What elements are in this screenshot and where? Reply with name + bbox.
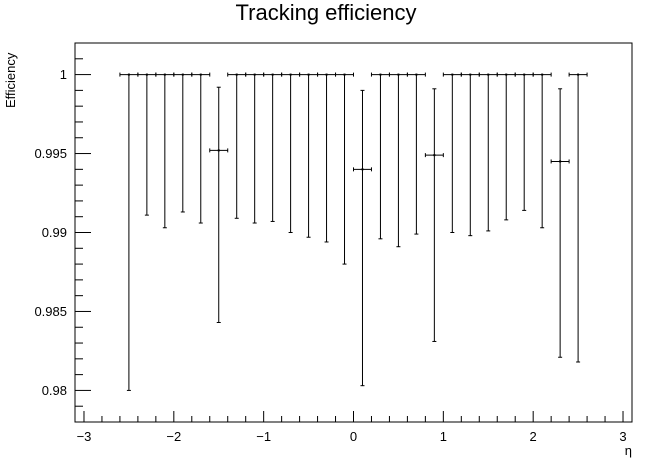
data-point bbox=[263, 72, 283, 222]
point-marker bbox=[577, 73, 580, 76]
point-marker bbox=[361, 168, 364, 171]
data-points bbox=[119, 72, 588, 391]
y-tick-label: 0.98 bbox=[42, 383, 67, 398]
x-axis-label: η bbox=[625, 443, 632, 458]
data-point bbox=[191, 72, 211, 224]
point-marker bbox=[559, 160, 562, 163]
data-point bbox=[335, 72, 354, 265]
point-marker bbox=[127, 73, 130, 76]
data-point bbox=[155, 72, 175, 229]
point-marker bbox=[235, 73, 238, 76]
x-tick-label: 0 bbox=[350, 429, 357, 444]
point-marker bbox=[325, 73, 328, 76]
data-point bbox=[353, 89, 372, 387]
data-point bbox=[245, 72, 265, 224]
data-point bbox=[460, 72, 480, 237]
data-point bbox=[209, 86, 229, 324]
data-point bbox=[299, 72, 319, 238]
point-marker bbox=[505, 73, 508, 76]
point-marker bbox=[469, 73, 472, 76]
data-point bbox=[514, 72, 534, 211]
point-marker bbox=[433, 154, 436, 157]
x-tick-label: 2 bbox=[530, 429, 537, 444]
data-point bbox=[388, 72, 408, 248]
data-point bbox=[478, 72, 498, 232]
x-tick-label: −1 bbox=[256, 429, 271, 444]
point-marker bbox=[289, 73, 292, 76]
data-point bbox=[406, 72, 426, 235]
point-marker bbox=[307, 73, 310, 76]
y-tick-label: 1 bbox=[60, 67, 67, 82]
data-point bbox=[317, 72, 337, 243]
x-tick-label: −2 bbox=[166, 429, 181, 444]
point-marker bbox=[199, 73, 202, 76]
y-tick-label: 0.985 bbox=[34, 304, 67, 319]
data-point bbox=[424, 88, 444, 342]
y-axis-label: Efficiency bbox=[3, 52, 18, 108]
x-axis: −3 −2 −1 0 1 2 3 bbox=[77, 411, 627, 444]
point-marker bbox=[343, 73, 346, 76]
point-marker bbox=[541, 73, 544, 76]
data-point bbox=[137, 72, 157, 216]
data-point bbox=[227, 72, 247, 219]
point-marker bbox=[145, 73, 148, 76]
y-tick-label: 0.995 bbox=[34, 146, 67, 161]
data-point bbox=[442, 72, 462, 233]
point-marker bbox=[217, 149, 220, 152]
data-point bbox=[119, 72, 139, 391]
point-marker bbox=[451, 73, 454, 76]
point-marker bbox=[487, 73, 490, 76]
y-axis: 0.98 0.985 0.99 0.995 1 bbox=[34, 42, 91, 423]
point-marker bbox=[181, 73, 184, 76]
y-tick-label: 0.99 bbox=[42, 225, 67, 240]
point-marker bbox=[379, 73, 382, 76]
x-tick-label: 3 bbox=[619, 429, 626, 444]
point-marker bbox=[415, 73, 418, 76]
data-point bbox=[496, 72, 516, 221]
point-marker bbox=[523, 73, 526, 76]
plot-frame bbox=[74, 42, 633, 423]
x-tick-label: −3 bbox=[77, 429, 92, 444]
data-point bbox=[370, 72, 390, 240]
point-marker bbox=[271, 73, 274, 76]
point-marker bbox=[163, 73, 166, 76]
x-tick-label: 1 bbox=[440, 429, 447, 444]
data-point bbox=[550, 88, 570, 358]
data-point bbox=[173, 72, 193, 213]
data-point bbox=[281, 72, 301, 233]
point-marker bbox=[397, 73, 400, 76]
data-point bbox=[532, 72, 552, 229]
point-marker bbox=[253, 73, 256, 76]
chart-title: Tracking efficiency bbox=[236, 0, 417, 25]
data-point bbox=[568, 72, 588, 363]
